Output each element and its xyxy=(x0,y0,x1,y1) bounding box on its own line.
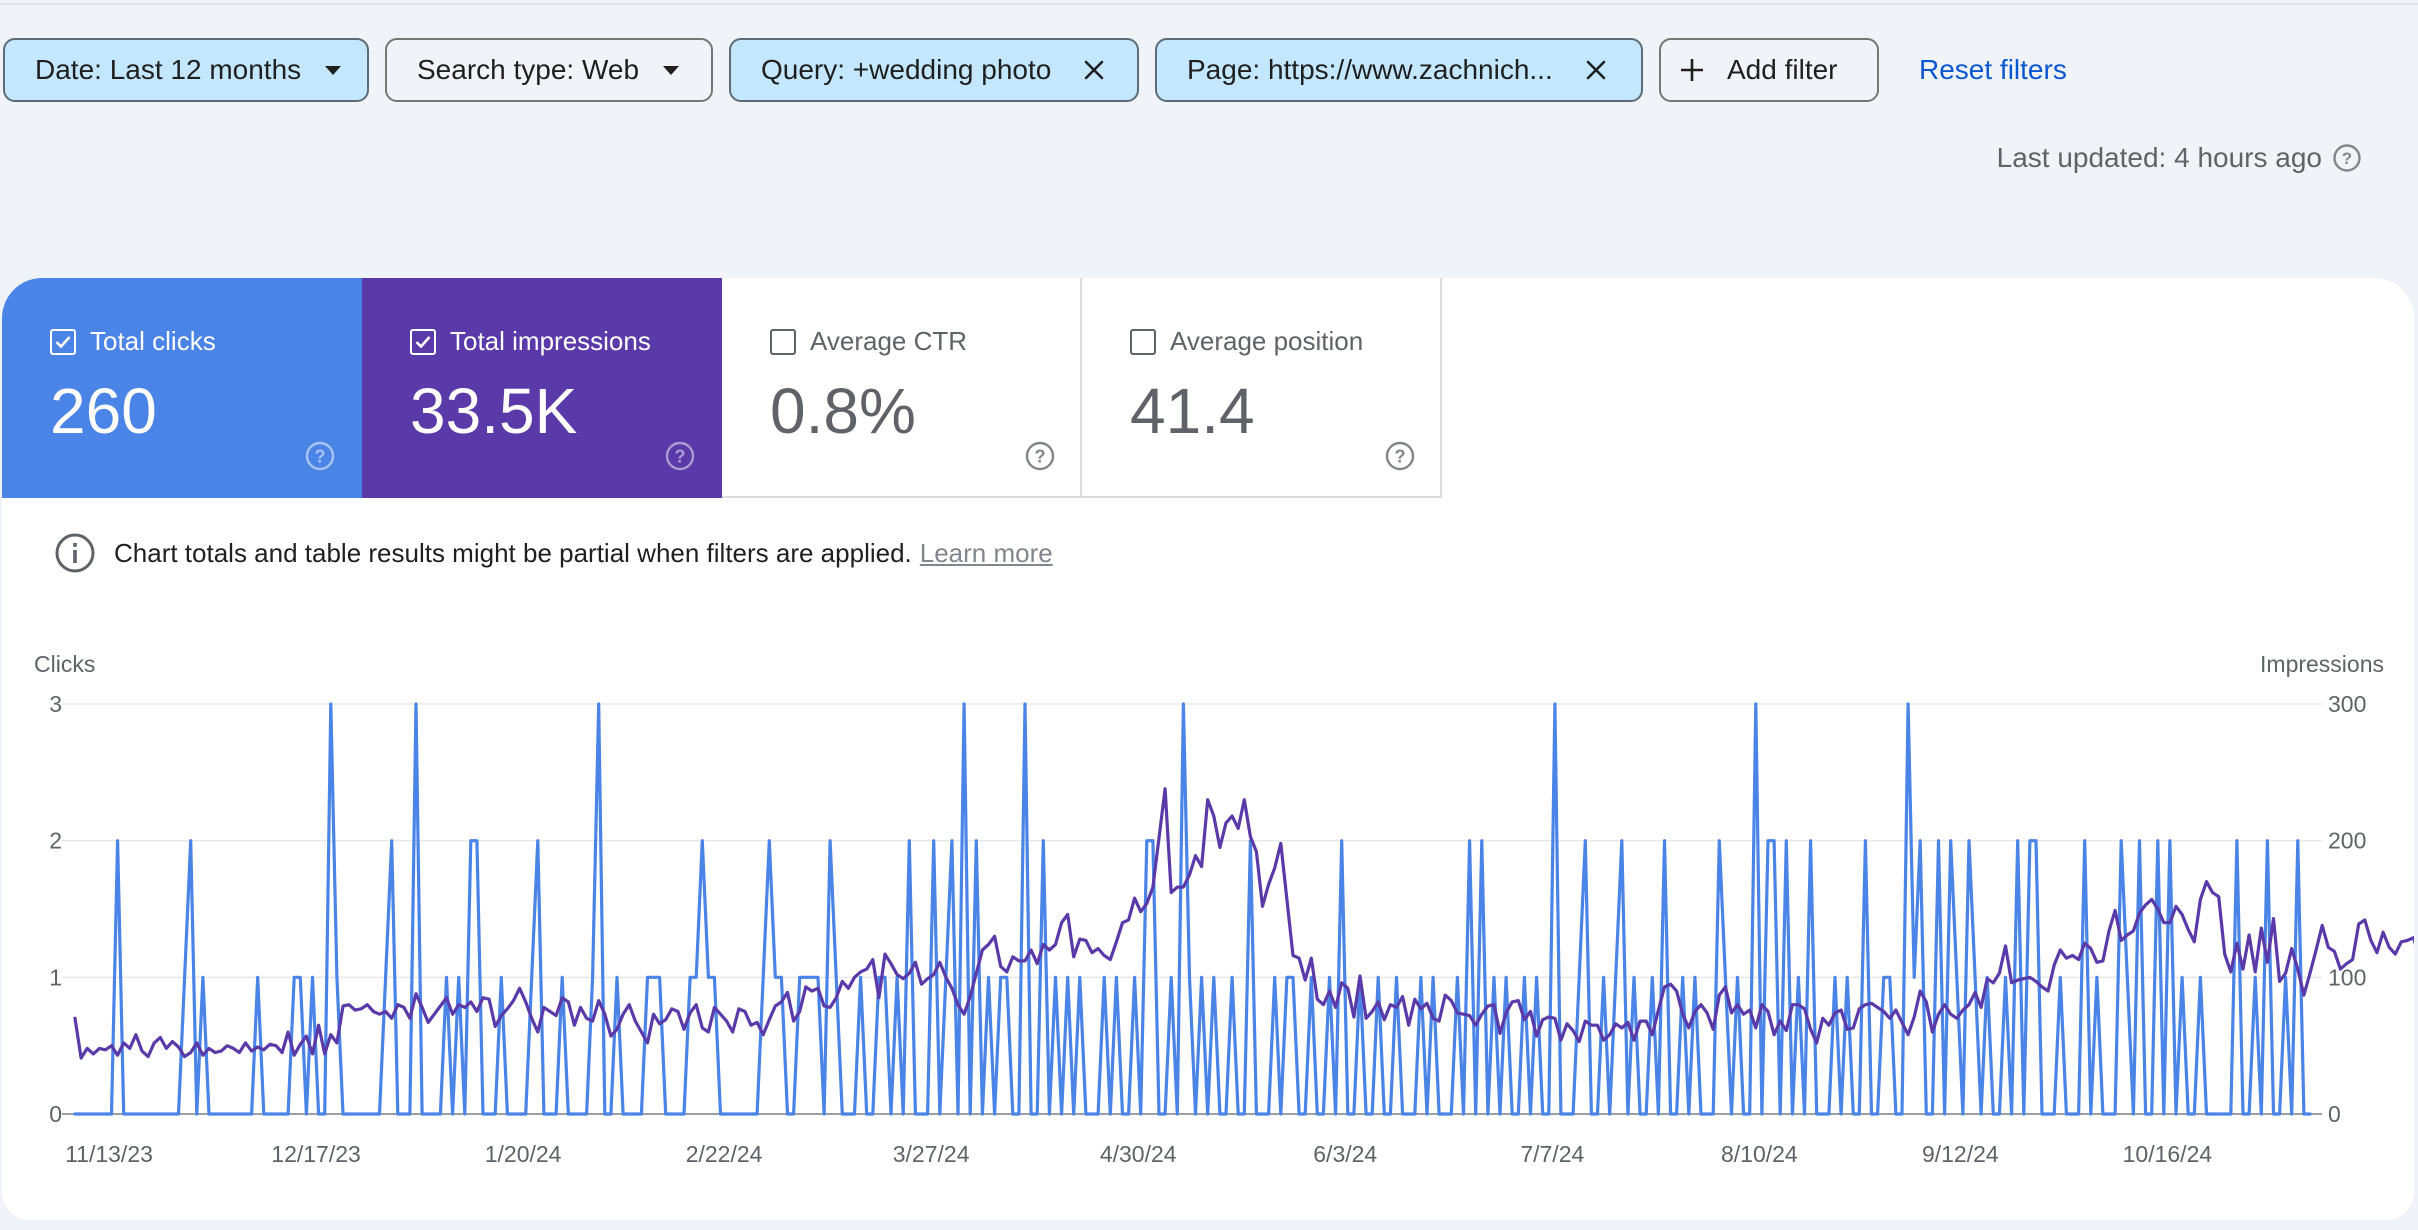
left-tick-label: 2 xyxy=(49,828,62,854)
last-updated-text: Last updated: 4 hours ago xyxy=(1996,142,2322,173)
right-axis-title: Impressions xyxy=(2260,651,2384,677)
dropdown-caret-icon xyxy=(663,65,680,75)
metric-value: 0.8% xyxy=(770,375,916,447)
svg-text:?: ? xyxy=(2342,149,2352,168)
page-filter-label: Page: https://www.zachnich... xyxy=(1187,54,1553,85)
help-icon[interactable]: ? xyxy=(664,440,696,472)
filter-bar: Date: Last 12 months Search type: Web Qu… xyxy=(3,38,2067,102)
metric-value: 33.5K xyxy=(410,375,578,447)
svg-text:?: ? xyxy=(1395,447,1406,467)
series-line-clicks xyxy=(73,702,2312,1116)
right-tick-label: 100 xyxy=(2328,964,2366,990)
checkbox-unchecked-icon[interactable] xyxy=(1130,328,1156,355)
notice-text: Chart totals and table results might be … xyxy=(114,537,912,568)
metric-tile-total-impressions[interactable]: Total impressions 33.5K ? xyxy=(362,278,722,498)
checkbox-checked-icon[interactable] xyxy=(410,328,436,355)
x-tick-label: 3/27/24 xyxy=(893,1141,970,1167)
x-tick-label: 9/12/24 xyxy=(1922,1141,1999,1167)
checkbox-unchecked-icon[interactable] xyxy=(770,328,796,355)
close-icon[interactable] xyxy=(1081,57,1107,83)
metric-label: Total impressions xyxy=(450,326,651,356)
learn-more-link[interactable]: Learn more xyxy=(919,537,1053,568)
search-type-chip[interactable]: Search type: Web xyxy=(385,38,713,102)
left-tick-label: 1 xyxy=(49,964,62,990)
x-tick-label: 6/3/24 xyxy=(1313,1141,1377,1167)
reset-filters-link[interactable]: Reset filters xyxy=(1919,54,2067,85)
performance-chart: Clicks Impressions 0 1 2 3 0 100 200 300 11/13/23 1… xyxy=(34,651,2414,1167)
checkbox-checked-icon[interactable] xyxy=(50,328,76,355)
x-tick-label: 4/30/24 xyxy=(1100,1141,1177,1167)
metric-value: 41.4 xyxy=(1130,375,1255,447)
metric-label: Average position xyxy=(1170,326,1364,356)
x-tick-label: 1/20/24 xyxy=(485,1141,562,1167)
performance-card: Total clicks 260 ? Total impressions 33.… xyxy=(2,278,2414,1220)
metric-tile-total-clicks[interactable]: Total clicks 260 ? xyxy=(2,278,362,498)
svg-text:?: ? xyxy=(315,447,326,467)
dropdown-caret-icon xyxy=(325,65,342,75)
metric-tile-average-ctr[interactable]: Average CTR 0.8% ? xyxy=(722,278,1082,498)
metric-tile-average-position[interactable]: Average position 41.4 ? xyxy=(1082,278,1442,498)
search-type-label: Search type: Web xyxy=(417,54,640,85)
help-icon[interactable]: ? xyxy=(304,440,336,472)
add-filter-label: Add filter xyxy=(1727,54,1838,85)
metric-value: 260 xyxy=(50,375,157,447)
date-filter-chip[interactable]: Date: Last 12 months xyxy=(3,38,369,102)
x-tick-label: 2/22/24 xyxy=(686,1141,763,1167)
series-line-impressions xyxy=(73,787,2414,1060)
help-icon[interactable]: ? xyxy=(2332,143,2362,173)
svg-text:?: ? xyxy=(675,447,686,467)
metric-label: Total clicks xyxy=(90,326,216,356)
info-icon xyxy=(55,533,95,573)
right-tick-label: 200 xyxy=(2328,828,2366,854)
help-icon[interactable]: ? xyxy=(1024,440,1056,472)
x-tick-label: 7/7/24 xyxy=(1520,1141,1584,1167)
help-icon[interactable]: ? xyxy=(1384,440,1416,472)
left-tick-label: 0 xyxy=(49,1101,62,1127)
partial-results-notice: Chart totals and table results might be … xyxy=(54,532,1053,574)
metric-tiles: Total clicks 260 ? Total impressions 33.… xyxy=(2,278,1442,498)
add-filter-button[interactable]: Add filter xyxy=(1659,38,1879,102)
query-filter-label: Query: +wedding photo xyxy=(761,54,1052,85)
date-filter-label: Date: Last 12 months xyxy=(35,54,302,85)
svg-text:?: ? xyxy=(1035,447,1046,467)
x-tick-label: 12/17/23 xyxy=(271,1141,361,1167)
right-tick-label: 0 xyxy=(2328,1101,2341,1127)
x-tick-label: 11/13/23 xyxy=(65,1141,153,1167)
x-tick-label: 10/16/24 xyxy=(2123,1141,2213,1167)
left-tick-label: 3 xyxy=(49,691,62,717)
right-tick-label: 300 xyxy=(2328,691,2366,717)
close-icon[interactable] xyxy=(1583,57,1609,83)
plus-icon xyxy=(1679,57,1705,83)
top-divider xyxy=(0,0,2418,5)
query-filter-chip[interactable]: Query: +wedding photo xyxy=(729,38,1139,102)
page-filter-chip[interactable]: Page: https://www.zachnich... xyxy=(1155,38,1643,102)
x-tick-label: 8/10/24 xyxy=(1721,1141,1798,1167)
last-updated: Last updated: 4 hours ago ? xyxy=(1997,142,2362,174)
metric-label: Average CTR xyxy=(810,326,968,356)
left-axis-title: Clicks xyxy=(34,651,95,677)
